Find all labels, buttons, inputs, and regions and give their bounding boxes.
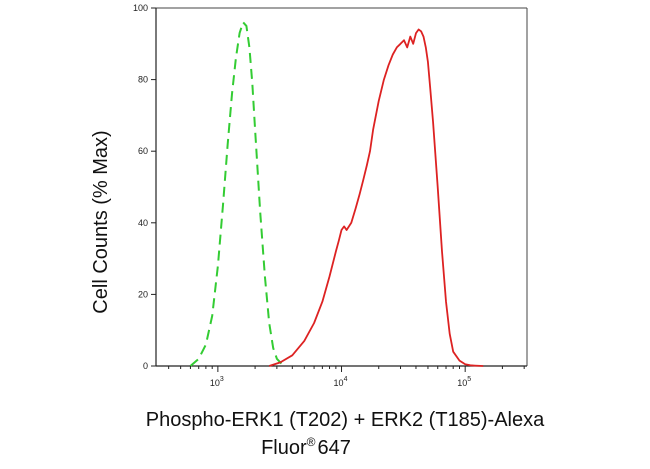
x-tick-label: 105 xyxy=(457,376,471,388)
x-tick-label-exponent: 4 xyxy=(344,376,348,383)
x-axis-title-fluor: Fluor xyxy=(261,437,307,459)
x-tick-label-base: 10 xyxy=(334,378,344,388)
sample-histogram-line xyxy=(268,28,484,367)
y-tick-label: 80 xyxy=(138,75,148,85)
x-tick-label-exponent: 5 xyxy=(467,376,471,383)
y-tick-label: 100 xyxy=(133,3,148,13)
y-axis-title: Cell Counts (% Max) xyxy=(90,130,112,313)
x-tick-label-base: 10 xyxy=(457,378,467,388)
y-tick-label: 20 xyxy=(138,289,148,299)
x-axis-title-line1: Phospho-ERK1 (T202) + ERK2 (T185)-Alexa xyxy=(146,409,545,431)
x-tick-label: 103 xyxy=(210,376,224,388)
x-axis-title-647: 647 xyxy=(318,437,351,459)
registered-mark: ® xyxy=(307,435,316,449)
x-tick-label-base: 10 xyxy=(210,378,220,388)
control-histogram-line xyxy=(189,21,288,367)
x-axis-title-line2: Fluor® 647 xyxy=(261,435,351,459)
x-tick-label: 104 xyxy=(334,376,348,388)
y-tick-label: 40 xyxy=(138,218,148,228)
y-tick-label: 60 xyxy=(138,146,148,156)
x-tick-label-exponent: 3 xyxy=(220,376,224,383)
y-tick-label: 0 xyxy=(143,361,148,371)
